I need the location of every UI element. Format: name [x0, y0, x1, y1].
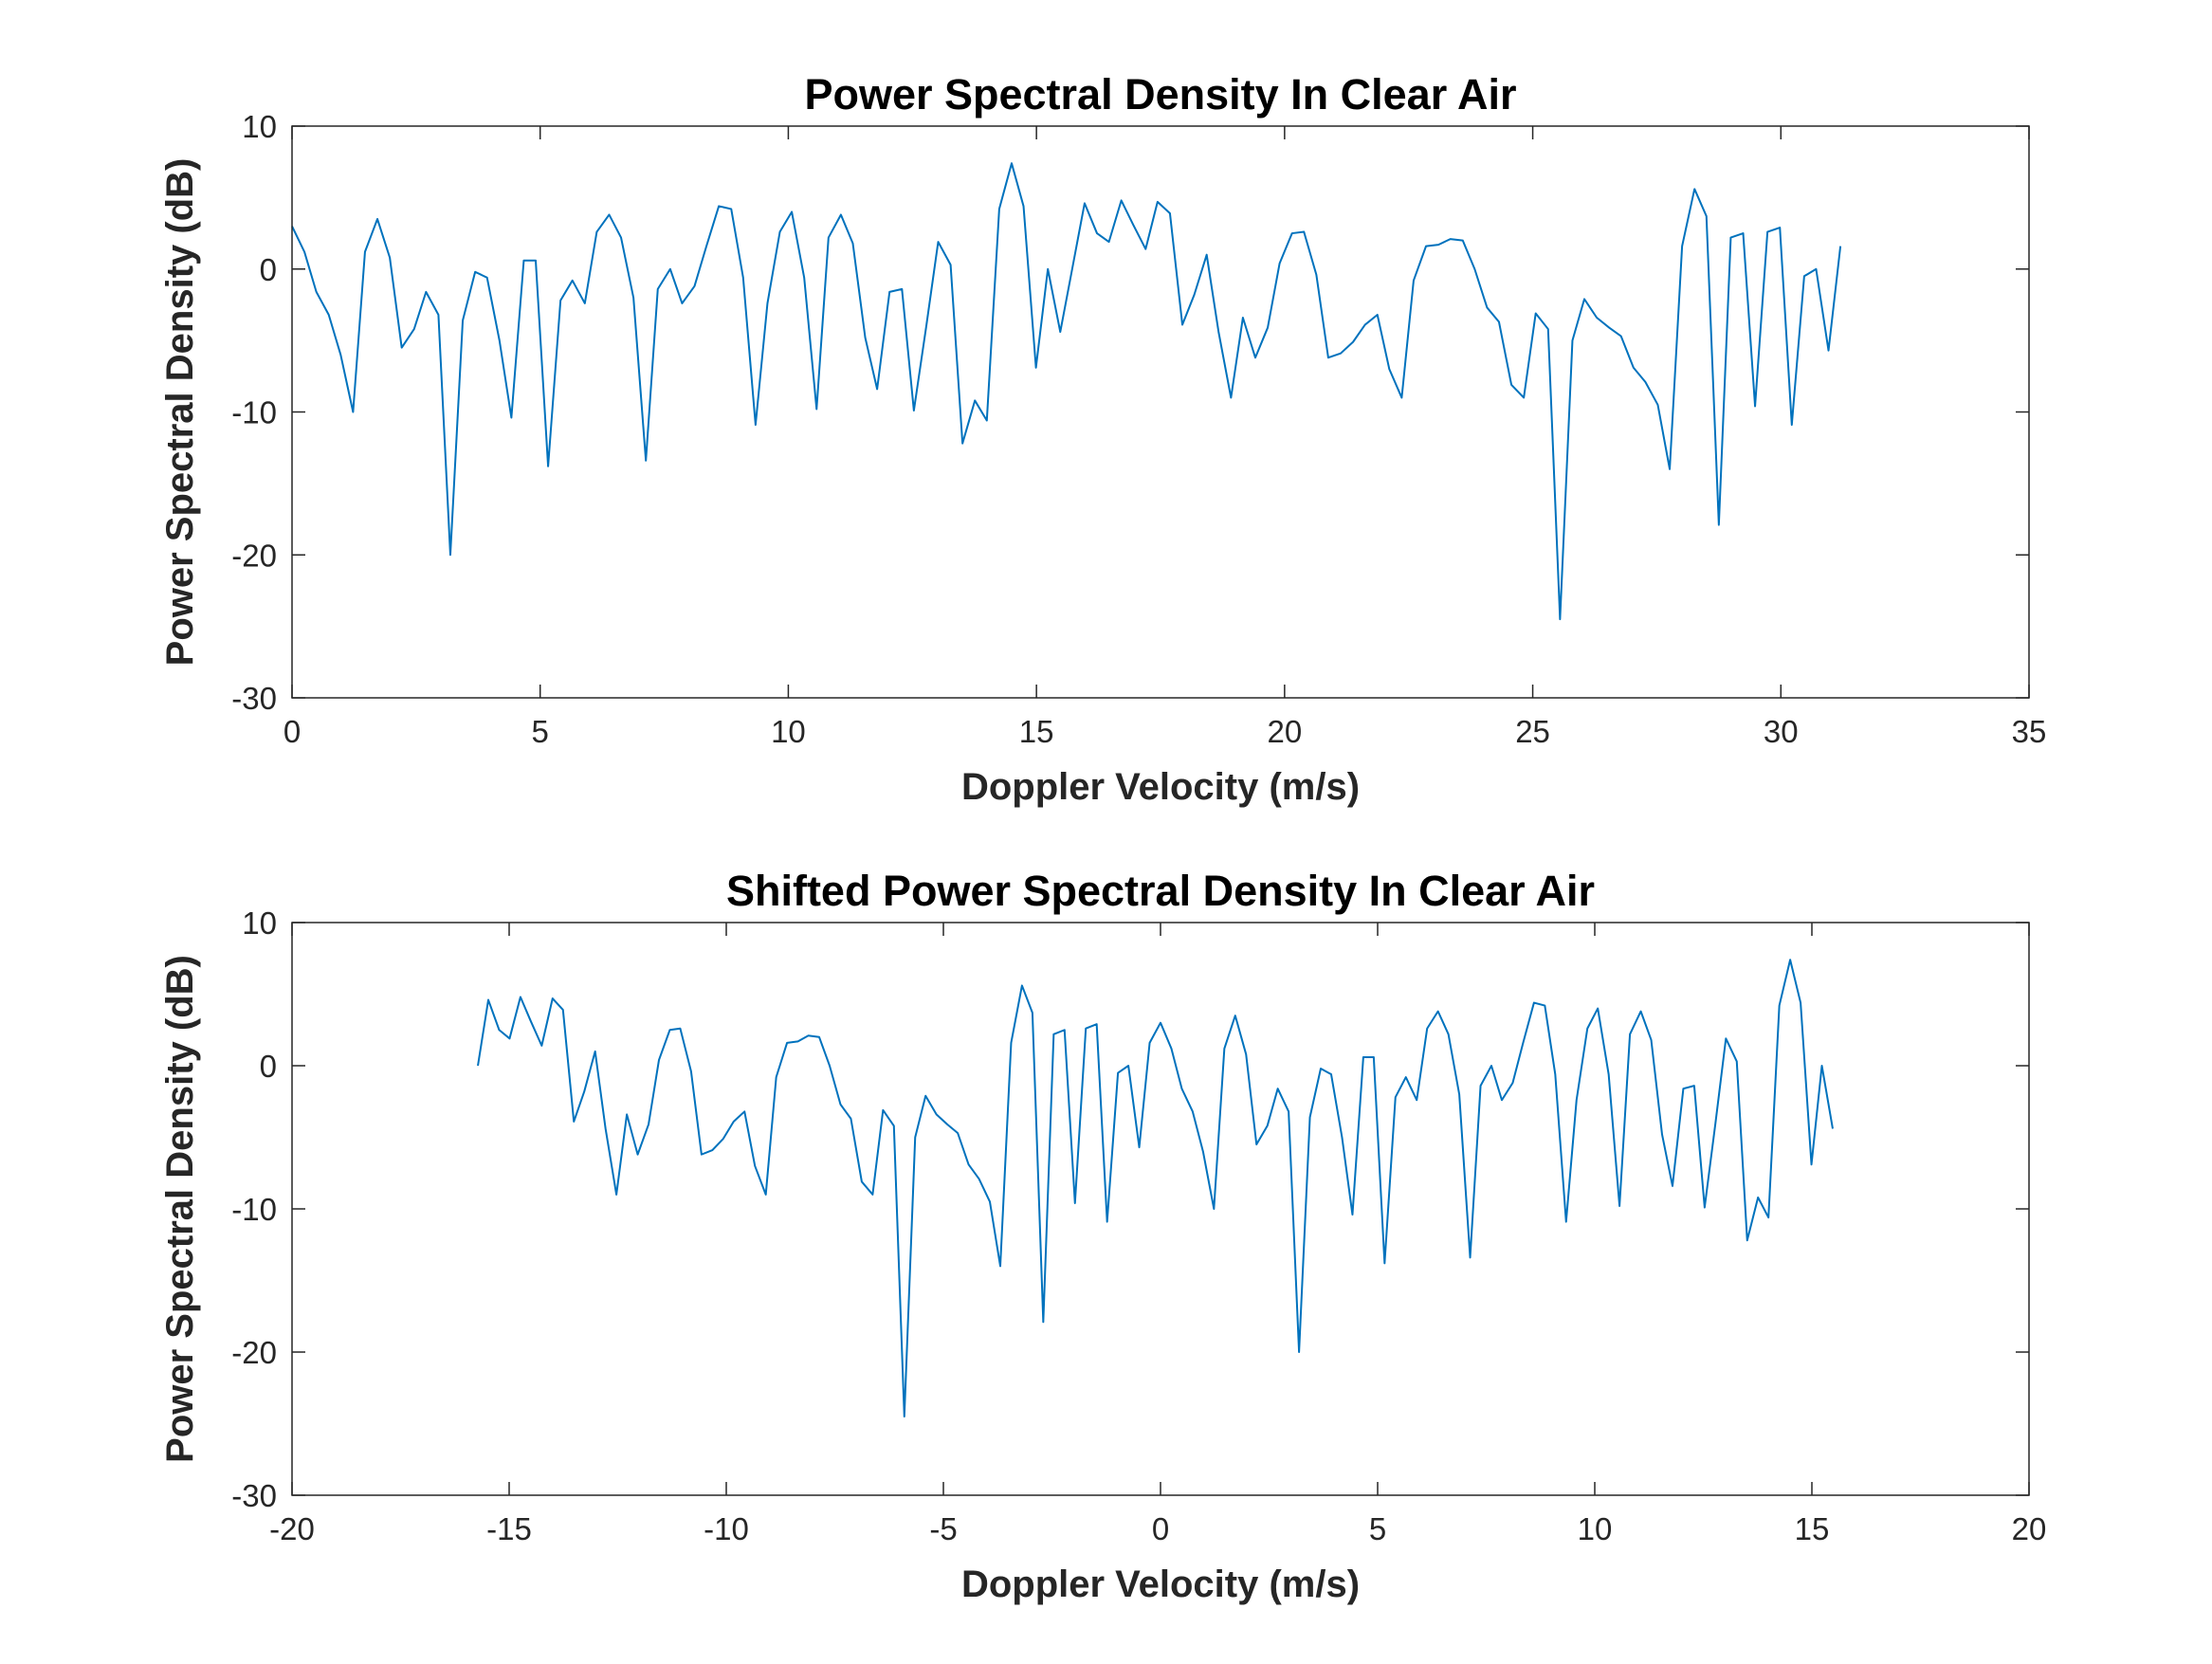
y-tick-label: 10: [242, 109, 277, 144]
x-tick-label: 20: [1267, 714, 1302, 749]
data-line: [291, 162, 1842, 621]
x-axis-label: Doppler Velocity (m/s): [961, 1563, 1360, 1605]
chart-title: Power Spectral Density In Clear Air: [804, 70, 1516, 119]
x-tick-label: 15: [1795, 1511, 1830, 1546]
y-axis-label: Power Spectral Density (dB): [159, 955, 201, 1463]
x-tick-label: 20: [2012, 1511, 2047, 1546]
x-tick-label: -10: [704, 1511, 749, 1546]
y-tick-label: -10: [231, 1192, 277, 1227]
x-tick-label: -15: [486, 1511, 532, 1546]
y-tick-label: 10: [242, 905, 277, 941]
x-tick-label: 5: [1369, 1511, 1386, 1546]
y-tick-label: 0: [260, 252, 277, 287]
x-tick-label: -5: [929, 1511, 957, 1546]
y-tick-label: 0: [260, 1049, 277, 1084]
x-tick-label: -20: [269, 1511, 315, 1546]
x-tick-label: 35: [2012, 714, 2047, 749]
y-tick-label: -20: [231, 1335, 277, 1370]
chart-title: Shifted Power Spectral Density In Clear …: [726, 867, 1595, 915]
x-tick-label: 0: [283, 714, 301, 749]
x-tick-label: 10: [1578, 1511, 1613, 1546]
x-tick-label: 0: [1152, 1511, 1169, 1546]
y-tick-label: -30: [231, 681, 277, 716]
x-axis-label: Doppler Velocity (m/s): [961, 766, 1360, 808]
x-tick-label: 5: [532, 714, 549, 749]
axes-box: [292, 126, 2029, 698]
x-tick-label: 30: [1764, 714, 1799, 749]
y-tick-label: -20: [231, 538, 277, 573]
y-tick-label: -10: [231, 395, 277, 430]
y-tick-label: -30: [231, 1478, 277, 1513]
x-tick-label: 25: [1515, 714, 1550, 749]
x-tick-label: 10: [771, 714, 806, 749]
data-line: [477, 959, 1834, 1417]
y-axis-label: Power Spectral Density (dB): [159, 158, 201, 667]
axes: 0 5 10 15 20 25 30 35 -30 -20 -10 0 10 Power Spectral…: [159, 70, 2046, 808]
axes-box: [292, 923, 2029, 1495]
x-tick-label: 15: [1019, 714, 1054, 749]
